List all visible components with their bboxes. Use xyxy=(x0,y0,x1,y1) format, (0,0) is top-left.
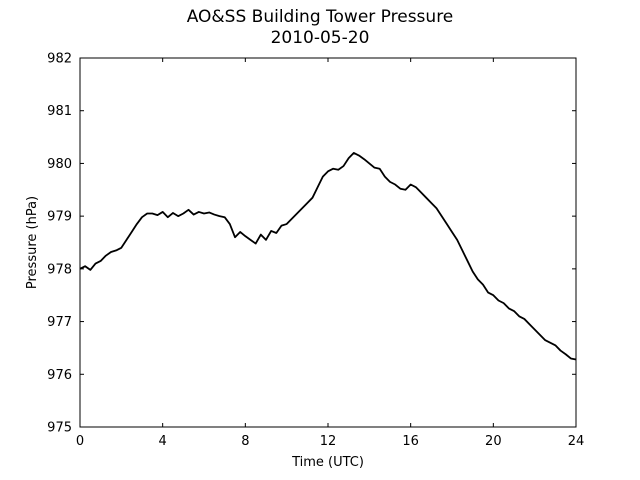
x-tick-label: 0 xyxy=(76,434,84,449)
pressure-series-line xyxy=(79,151,577,361)
y-tick-label: 982 xyxy=(47,52,72,67)
ticks-layer: 0 4 8 12 16 20 24 975 976 977 978 979 980 981 982 xyxy=(47,52,584,450)
x-tick-label: 16 xyxy=(402,434,419,449)
y-axis-label: Pressure (hPa) xyxy=(25,196,40,289)
x-tick-label: 12 xyxy=(320,434,337,449)
x-tick-label: 24 xyxy=(568,434,585,449)
y-tick-label: 975 xyxy=(47,421,72,436)
y-tick-label: 977 xyxy=(47,315,72,330)
y-tick-label: 978 xyxy=(47,262,72,277)
x-axis-label: Time (UTC) xyxy=(291,455,364,470)
y-tick-label: 981 xyxy=(47,104,72,119)
x-tick-label: 20 xyxy=(485,434,502,449)
chart-subtitle: 2010-05-20 xyxy=(270,28,370,48)
x-tick-label: 4 xyxy=(159,434,167,449)
x-tick-label: 8 xyxy=(241,434,249,449)
chart-title: AO&SS Building Tower Pressure xyxy=(186,7,454,27)
y-tick-label: 976 xyxy=(47,368,72,383)
plot-frame xyxy=(79,57,577,428)
y-tick-label: 979 xyxy=(47,210,72,225)
y-tick-label: 980 xyxy=(47,157,72,172)
